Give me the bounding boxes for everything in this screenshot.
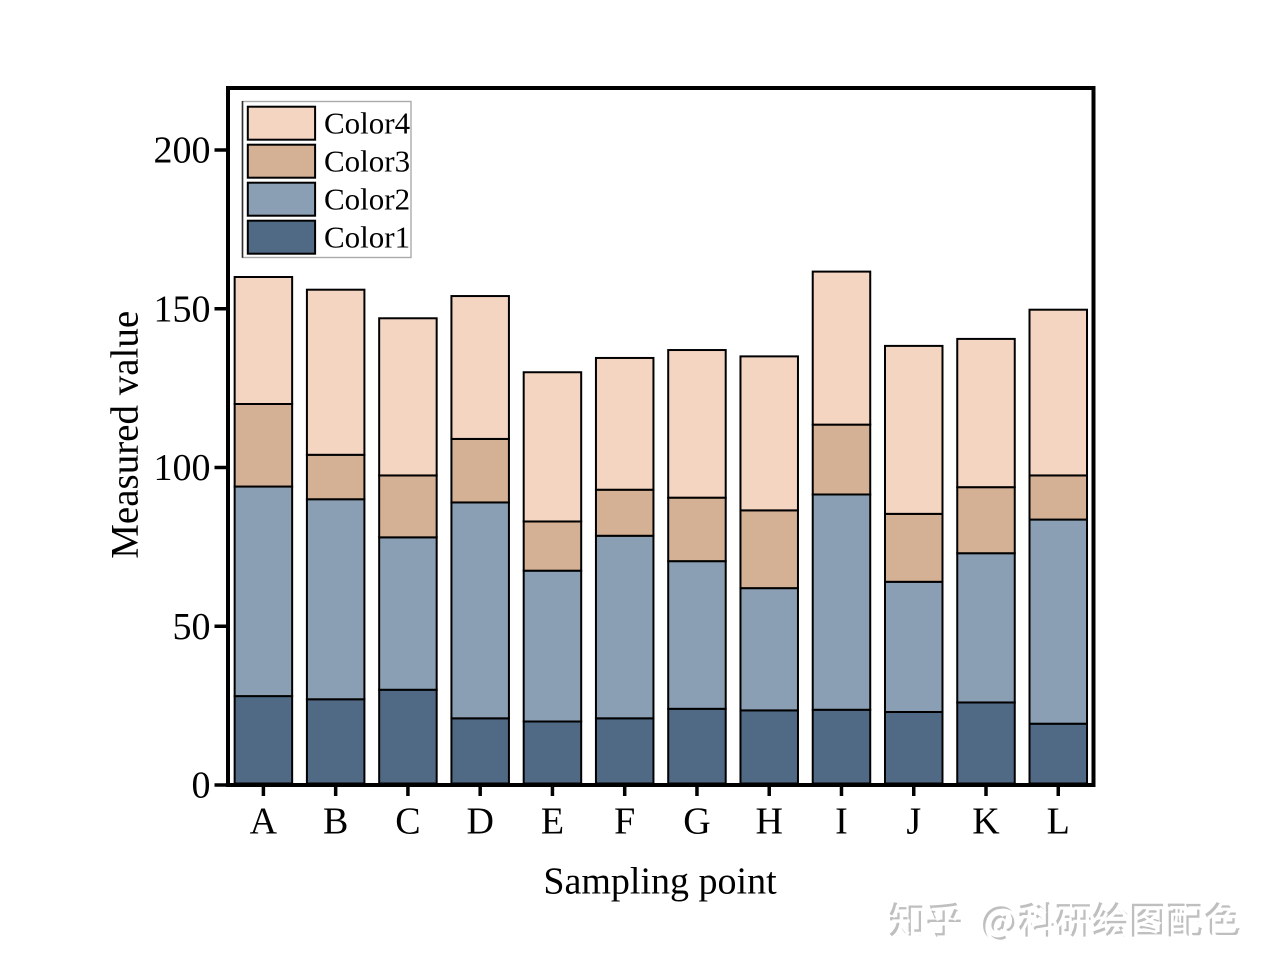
svg-text:F: F <box>614 801 635 843</box>
svg-text:I: I <box>835 801 848 843</box>
svg-text:Sampling point: Sampling point <box>543 861 777 903</box>
svg-text:K: K <box>972 801 1000 843</box>
svg-text:J: J <box>906 801 921 843</box>
svg-text:E: E <box>541 801 564 843</box>
svg-text:D: D <box>466 801 493 843</box>
svg-text:Measured value: Measured value <box>103 311 146 559</box>
svg-text:B: B <box>323 801 348 843</box>
svg-text:Color4: Color4 <box>324 106 411 141</box>
svg-text:Color2: Color2 <box>324 182 410 217</box>
svg-text:Color1: Color1 <box>324 220 410 255</box>
svg-text:150: 150 <box>154 288 211 330</box>
svg-text:L: L <box>1047 801 1070 843</box>
svg-text:Color3: Color3 <box>324 144 410 179</box>
svg-text:100: 100 <box>154 447 211 489</box>
svg-text:G: G <box>683 801 710 843</box>
svg-text:C: C <box>395 801 420 843</box>
svg-text:50: 50 <box>173 606 211 648</box>
svg-text:200: 200 <box>154 130 211 172</box>
svg-text:H: H <box>755 801 782 843</box>
svg-text:0: 0 <box>192 765 211 807</box>
svg-text:A: A <box>250 801 278 843</box>
